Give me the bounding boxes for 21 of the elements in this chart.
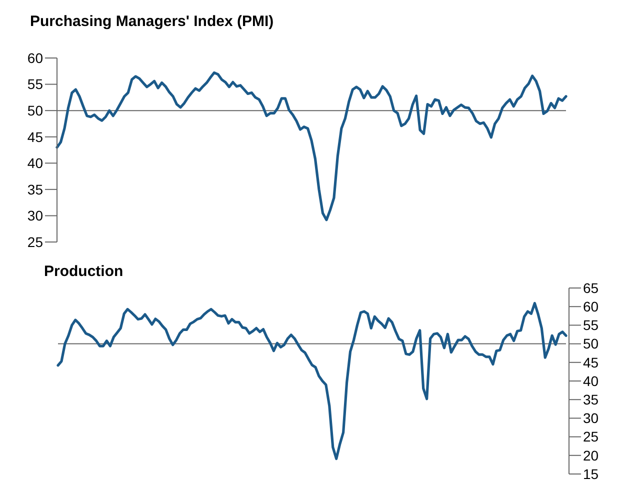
y-tick-label: 55 — [27, 76, 44, 92]
y-tick-label: 30 — [27, 208, 44, 224]
y-tick-label: 50 — [27, 102, 44, 118]
y-tick-label: 25 — [27, 234, 44, 250]
y-tick-label: 60 — [583, 298, 599, 314]
y-tick-label: 60 — [27, 50, 44, 66]
y-tick-label: 65 — [583, 280, 599, 296]
y-tick-label: 35 — [27, 181, 44, 198]
y-tick-label: 40 — [27, 155, 44, 172]
chart-title: Purchasing Managers' Index (PMI) — [30, 13, 274, 30]
y-tick-label: 55 — [583, 317, 599, 334]
y-tick-label: 45 — [27, 128, 44, 145]
chart-title: Production — [44, 263, 124, 280]
y-tick-label: 20 — [583, 447, 599, 464]
y-tick-label: 40 — [583, 372, 599, 389]
y-tick-label: 30 — [583, 410, 599, 426]
y-tick-label: 25 — [583, 428, 599, 445]
y-tick-label: 35 — [583, 392, 599, 408]
y-tick-label: 45 — [583, 354, 599, 370]
y-tick-label: 50 — [583, 336, 599, 352]
y-tick-label: 15 — [583, 466, 599, 482]
